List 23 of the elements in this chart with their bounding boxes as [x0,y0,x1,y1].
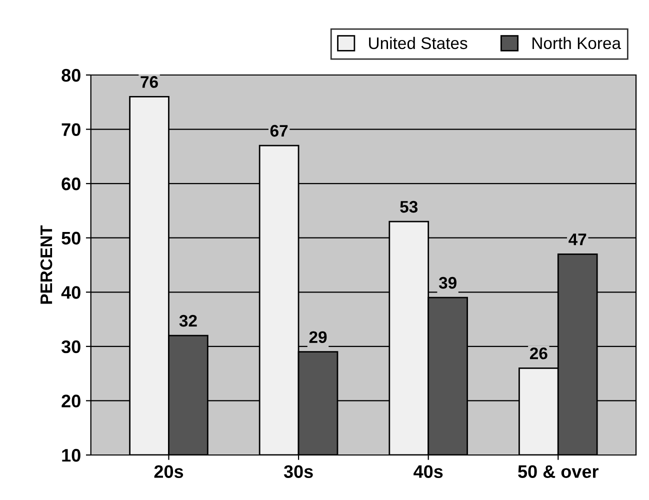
y-tick-label: 70 [62,123,80,136]
y-tick-label: 60 [62,178,80,190]
data-label: 53 [400,200,418,213]
data-label: 26 [530,347,548,360]
legend-label: United States [369,36,468,50]
data-label: 76 [140,76,158,88]
y-tick-label: 80 [62,68,80,82]
y-tick-label: 20 [62,394,80,408]
x-tick-label: 20s [154,465,184,478]
data-label: 29 [309,331,327,344]
legend-label: North Korea [532,36,622,50]
x-tick-label: 40s [414,465,443,478]
x-tick-label: 50 & over [518,465,599,478]
y-tick-label: 10 [62,448,80,462]
data-label: 39 [438,276,456,289]
y-axis-title: PERCENT [40,225,52,304]
y-tick-label: 40 [61,286,80,299]
y-tick-label: 50 [62,232,80,245]
x-tick-label: 30s [284,465,313,478]
data-label: 32 [179,314,197,327]
data-label: 47 [568,234,586,246]
data-label: 67 [270,124,288,137]
y-tick-label: 30 [61,340,80,354]
